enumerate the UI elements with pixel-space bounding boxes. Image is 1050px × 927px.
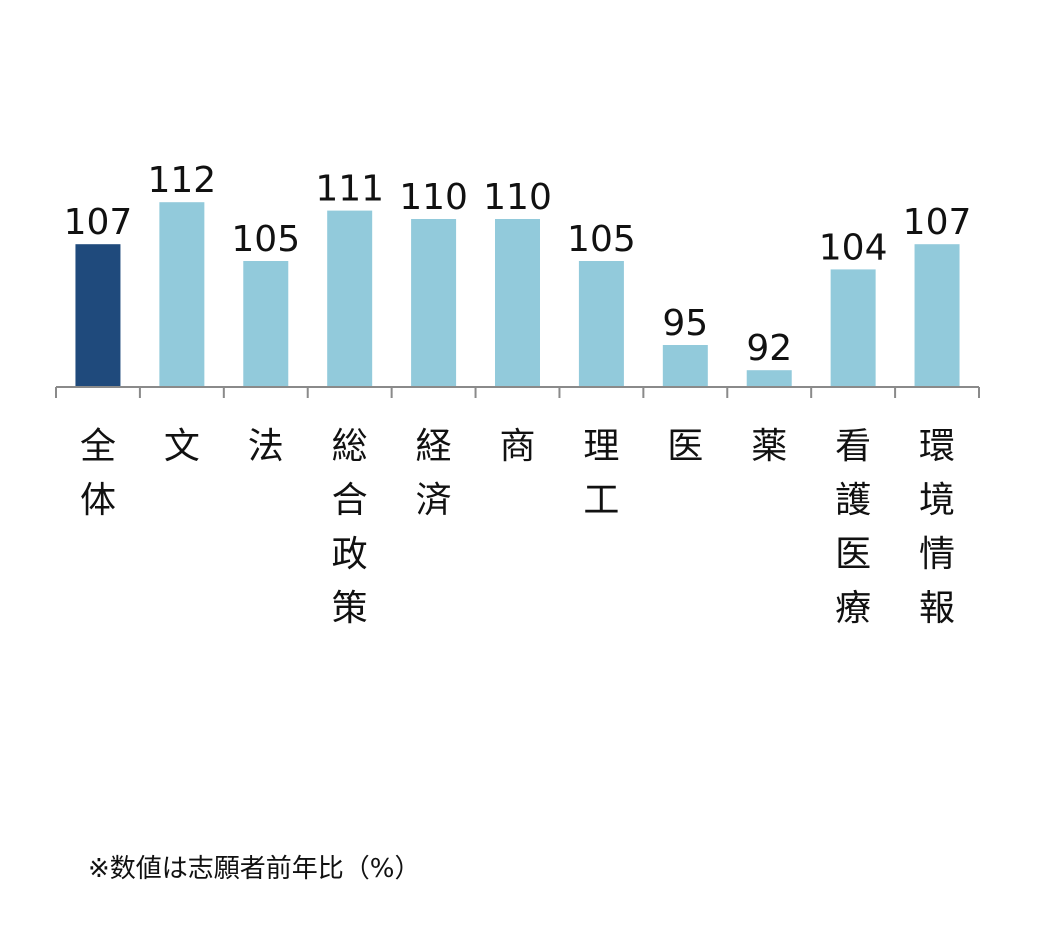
data-label: 95 <box>662 303 708 344</box>
category-labels-group: 全体 文 法 総合政策 経済 商 理工 医 薬 看護医療 環境情報 <box>80 426 955 629</box>
data-label: 112 <box>148 160 217 201</box>
bar <box>578 261 624 387</box>
category-label: 看護医療 <box>835 426 871 629</box>
bar <box>662 345 708 387</box>
value-labels-group: 107 112 105 111 110 110 105 95 92 104 107 <box>64 160 972 369</box>
category-label: 薬 <box>751 426 787 467</box>
bar <box>830 269 876 387</box>
bar <box>243 261 289 387</box>
data-label: 105 <box>231 219 300 260</box>
data-label: 110 <box>483 177 552 218</box>
bar <box>411 219 457 387</box>
bar <box>746 370 792 387</box>
data-label: 92 <box>746 328 792 369</box>
category-label: 法 <box>248 426 284 467</box>
category-label: 医 <box>667 426 703 467</box>
bar <box>914 244 960 387</box>
category-label: 全体 <box>80 426 116 521</box>
bars-group <box>75 202 960 387</box>
category-label: 理工 <box>583 426 619 521</box>
bar <box>495 219 540 387</box>
bar <box>159 202 205 387</box>
category-label: 商 <box>499 426 535 467</box>
footnote: ※数値は志願者前年比（%） <box>88 854 421 884</box>
category-label: 環境情報 <box>919 426 955 629</box>
data-label: 107 <box>903 202 972 243</box>
data-label: 107 <box>64 202 133 243</box>
data-label: 104 <box>819 227 888 268</box>
category-label: 総合政策 <box>332 426 368 629</box>
category-label: 経済 <box>416 426 452 521</box>
x-axis <box>55 386 980 398</box>
data-label: 110 <box>399 177 468 218</box>
bar <box>75 244 121 387</box>
category-label: 文 <box>164 426 200 467</box>
data-label: 105 <box>567 219 636 260</box>
data-label: 111 <box>315 169 384 210</box>
bar <box>327 210 373 387</box>
